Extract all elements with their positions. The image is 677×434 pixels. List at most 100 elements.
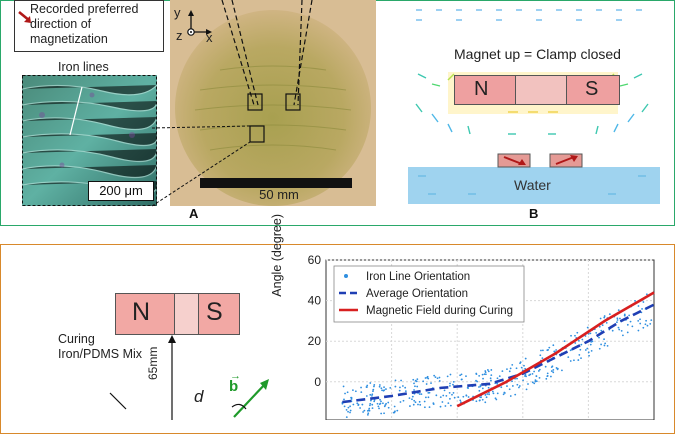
scatter-point	[479, 396, 482, 399]
scatter-point	[376, 402, 379, 405]
scatter-point	[378, 403, 381, 405]
scatter-point	[385, 402, 387, 405]
scatter-point	[396, 409, 399, 412]
scatter-point	[381, 389, 383, 392]
scatter-point	[644, 323, 647, 326]
scatter-point	[439, 405, 442, 408]
scatter-point	[509, 367, 512, 370]
scatter-point	[479, 384, 482, 387]
scatter-point	[533, 382, 536, 385]
scatter-point	[611, 329, 614, 332]
scatter-point	[428, 406, 431, 409]
scatter-point	[618, 328, 621, 331]
scatter-point	[626, 323, 629, 326]
scatter-point	[412, 403, 415, 406]
y-tick-label: 20	[308, 334, 322, 348]
scatter-point	[413, 389, 415, 391]
magnet-s-block	[566, 75, 620, 105]
scatter-point	[601, 324, 604, 327]
scatter-point	[580, 357, 582, 359]
scatter-point	[486, 369, 489, 371]
scatter-point	[350, 396, 352, 399]
scatter-point	[579, 348, 582, 351]
scatter-point	[545, 377, 548, 380]
scatter-point	[425, 383, 428, 385]
scatter-point	[490, 379, 492, 382]
scatter-point	[539, 354, 542, 357]
scatter-point	[603, 315, 606, 317]
scatter-point	[366, 409, 369, 412]
scatter-point	[467, 396, 470, 398]
scatter-point	[484, 394, 487, 396]
scatter-point	[365, 386, 368, 388]
scatter-point	[537, 370, 540, 372]
scatter-point	[439, 396, 442, 399]
scatter-point	[550, 370, 553, 372]
scatter-point	[569, 360, 572, 362]
scatter-point	[518, 386, 520, 389]
scatter-point	[449, 384, 451, 387]
scatter-point	[561, 369, 563, 372]
scatter-point	[616, 319, 619, 321]
scatter-point	[422, 380, 425, 383]
scatter-point	[484, 371, 487, 374]
panel-c-n-label: N	[132, 298, 151, 326]
scatter-point	[628, 314, 631, 317]
scatter-point	[646, 324, 649, 327]
scatter-point	[357, 404, 360, 407]
scatter-point	[380, 387, 383, 390]
scatter-point	[423, 406, 426, 409]
scatter-point	[479, 385, 482, 388]
scatter-point	[600, 343, 602, 346]
scatter-point	[404, 386, 407, 389]
scatter-point	[486, 393, 489, 395]
scatter-point	[645, 319, 647, 322]
scatter-point	[368, 407, 371, 410]
scatter-point	[373, 400, 376, 403]
scatter-point	[380, 412, 383, 415]
scatter-point	[615, 321, 618, 324]
axis-x-label: x	[206, 30, 213, 45]
scatter-point	[552, 344, 555, 347]
scatter-point	[555, 349, 558, 351]
scatter-point	[642, 326, 645, 329]
scatter-point	[616, 317, 619, 320]
scatter-point	[578, 354, 581, 356]
scatter-point	[603, 344, 606, 347]
scatter-point	[361, 403, 364, 406]
scatter-point	[363, 409, 366, 412]
scatter-point	[606, 344, 609, 347]
scatter-point	[590, 349, 593, 352]
scatter-point	[589, 343, 592, 346]
scatter-point	[385, 388, 387, 390]
scatter-point	[508, 370, 511, 373]
scatter-point	[595, 331, 598, 334]
scatter-point	[427, 392, 430, 394]
scatter-point	[350, 398, 353, 400]
scatter-point	[420, 393, 423, 396]
scatter-point	[522, 379, 524, 382]
scatter-point	[460, 373, 463, 376]
scatter-point	[453, 396, 456, 399]
scatter-point	[427, 396, 430, 399]
scatter-point	[360, 386, 362, 389]
scatter-point	[432, 402, 435, 405]
scatter-point	[467, 387, 470, 389]
scatter-point	[424, 377, 427, 379]
scatter-point	[365, 395, 368, 397]
scatter-point	[352, 389, 354, 392]
curing-mix-label: Curing Iron/PDMS Mix	[58, 332, 143, 361]
scatter-point	[449, 404, 452, 407]
scatter-point	[498, 375, 501, 378]
scatter-point	[424, 396, 427, 399]
scatter-point	[603, 316, 606, 319]
scatter-point	[552, 369, 555, 371]
magnet-n-block	[454, 75, 516, 105]
scatter-point	[413, 382, 415, 385]
scatter-point	[448, 391, 451, 394]
scatter-point	[511, 380, 513, 383]
scatter-point	[346, 391, 349, 394]
scatter-point	[459, 399, 462, 402]
scatter-point	[639, 322, 642, 325]
scatter-point	[459, 374, 462, 377]
